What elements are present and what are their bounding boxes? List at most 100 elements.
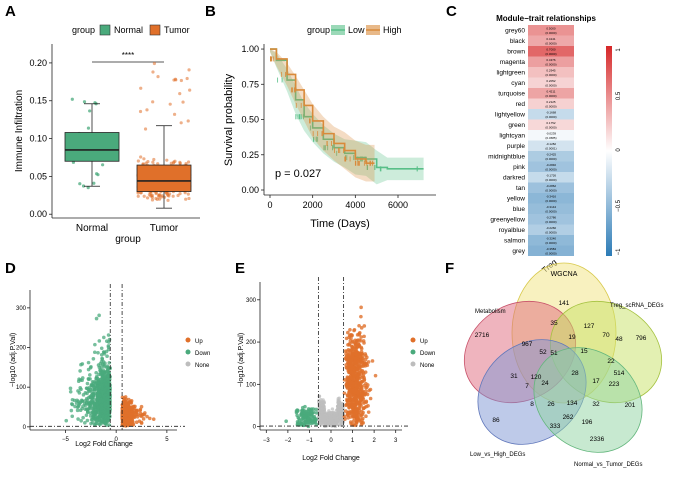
point-up [364, 400, 368, 405]
colorbar-tick: 0.5 [616, 91, 622, 100]
x-tick-label: −2 [284, 438, 292, 444]
point-down [104, 369, 109, 374]
point-up [126, 405, 131, 410]
point-up [365, 363, 370, 368]
point-down [104, 414, 108, 419]
point-down [88, 406, 92, 411]
point-none [329, 410, 333, 415]
point-down [102, 335, 106, 340]
point-up [353, 352, 358, 357]
module-label-greenyellow: greenyellow [490, 217, 525, 224]
cell-value: -0.1726 [546, 174, 557, 178]
point-none [319, 415, 323, 419]
point-up [354, 380, 359, 385]
heatmap-cell-green [528, 119, 574, 130]
volcano-plot-d: 0 100 200 300 −5 0 5 −log10 (adj.P.Val) Log2 F… [10, 284, 210, 448]
heatmap-cell-grey [528, 245, 574, 256]
point-down [79, 387, 83, 392]
module-label-yellow: yellow [507, 196, 525, 203]
point-tumor [178, 160, 182, 164]
colorbar-tick: −0.5 [616, 199, 622, 212]
heatmap-cell-turquoise [528, 88, 574, 99]
point-normal [82, 100, 87, 104]
point-up [346, 415, 350, 420]
cell-value: 0.7000 [546, 48, 556, 52]
point-tumor [173, 77, 178, 81]
module-label-grey: grey [512, 248, 525, 255]
colorbar-tick: 0 [616, 148, 622, 152]
point-tumor [156, 193, 161, 197]
point-tumor [150, 198, 155, 202]
point-down [85, 418, 90, 423]
point-up [359, 335, 363, 339]
point-down [75, 408, 80, 413]
point-up [350, 340, 355, 344]
legend-none-e: None [420, 363, 435, 369]
cell-p-value: (0.0000) [545, 189, 556, 193]
point-up [145, 414, 149, 419]
venn-count: 48 [615, 336, 623, 343]
legend-up-d: Up [195, 339, 203, 345]
venn-count: 2336 [590, 436, 605, 443]
point-down [306, 407, 311, 411]
point-down [76, 379, 81, 384]
point-normal [95, 172, 99, 176]
venn-count: 120 [531, 374, 542, 381]
point-up [121, 422, 126, 426]
venn-count: 223 [609, 381, 620, 388]
cell-p-value: (0.0000) [545, 105, 556, 109]
x-tick-label-b: 2000 [303, 200, 323, 210]
point-down [99, 403, 104, 408]
x-tick-label-b: 4000 [345, 200, 365, 210]
point-tumor [169, 161, 173, 165]
venn-count: 7 [525, 383, 529, 390]
point-up [355, 363, 359, 368]
point-normal [88, 109, 92, 113]
point-down [87, 400, 91, 405]
venn-count: 70 [602, 332, 610, 339]
point-down [98, 399, 102, 403]
point-up [348, 374, 353, 379]
venn-label-treg: Treg_scRNA_DEGs [610, 303, 663, 309]
point-down [97, 365, 102, 370]
cell-p-value: (0.0000) [545, 73, 556, 77]
point-down [74, 401, 79, 405]
point-up [358, 389, 363, 393]
point-up [355, 339, 359, 343]
point-up [343, 417, 347, 421]
point-up [134, 420, 139, 425]
cell-value: -0.3144 [546, 205, 557, 209]
venn-count: 51 [550, 350, 558, 357]
venn-count: 141 [559, 300, 570, 307]
point-down [106, 365, 111, 370]
point-down [97, 339, 102, 343]
point-none [323, 419, 327, 423]
point-up [348, 349, 352, 353]
point-tumor [154, 191, 158, 196]
heatmap-cell-greenyellow [528, 214, 574, 225]
point-up [364, 414, 368, 419]
y-tick-label-a: 0.20 [29, 58, 47, 68]
x-tick-label: −5 [62, 437, 70, 443]
point-down [86, 377, 91, 382]
point-down [85, 381, 90, 386]
point-normal [101, 163, 105, 167]
point-up [364, 381, 368, 386]
point-up [346, 399, 351, 403]
point-tumor [171, 194, 175, 198]
point-up [359, 305, 363, 310]
point-down [309, 407, 314, 411]
point-none [338, 423, 343, 427]
point-up [360, 395, 365, 400]
x-tick-label-b: 0 [267, 200, 272, 210]
point-down [89, 396, 93, 400]
legend-dot-up-d [185, 337, 191, 343]
heatmap-title: Module−trait relationships [496, 14, 596, 23]
point-up [359, 380, 364, 385]
y-tick-label: 200 [246, 340, 257, 346]
venn-count: 967 [522, 341, 533, 348]
module-label-purple: purple [507, 143, 525, 150]
heatmap-cell-lightcyan [528, 130, 574, 141]
point-down [89, 382, 94, 387]
